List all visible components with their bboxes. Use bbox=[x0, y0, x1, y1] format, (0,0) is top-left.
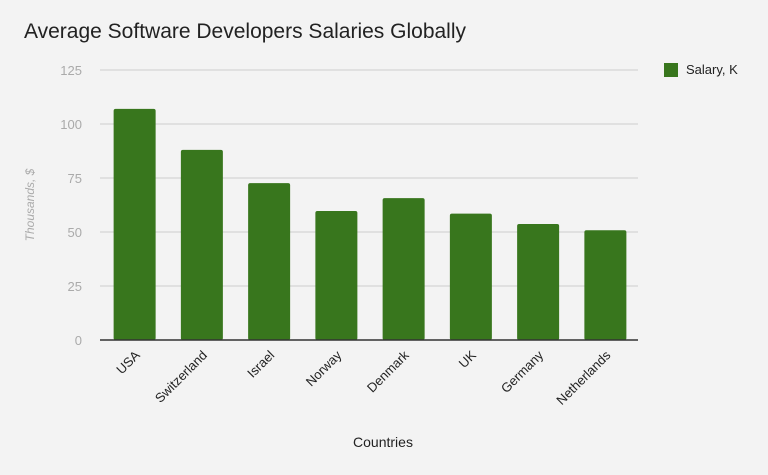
x-axis-label: Countries bbox=[353, 434, 413, 450]
x-tick-label: Netherlands bbox=[553, 347, 614, 408]
legend-label: Salary, K bbox=[686, 62, 738, 77]
x-tick-label: USA bbox=[113, 347, 143, 377]
bar bbox=[584, 230, 627, 340]
bar bbox=[180, 149, 223, 340]
bar bbox=[449, 213, 492, 340]
y-tick-label: 125 bbox=[60, 63, 82, 78]
x-tick-label: Israel bbox=[244, 347, 277, 380]
bar bbox=[248, 183, 291, 340]
y-tick-label: 75 bbox=[68, 171, 82, 186]
x-tick-label: Switzerland bbox=[152, 348, 210, 406]
y-tick-label: 0 bbox=[75, 333, 82, 348]
legend: Salary, K bbox=[664, 62, 738, 77]
y-tick-label: 50 bbox=[68, 225, 82, 240]
chart-title: Average Software Developers Salaries Glo… bbox=[24, 20, 467, 43]
y-tick-label: 25 bbox=[68, 279, 82, 294]
x-tick-label: UK bbox=[456, 347, 480, 371]
y-axis-label: Thousands, $ bbox=[23, 168, 37, 241]
bar bbox=[382, 198, 425, 340]
x-tick-label: Norway bbox=[303, 347, 345, 389]
legend-swatch bbox=[664, 62, 678, 77]
bar bbox=[517, 224, 560, 340]
x-tick-label: Germany bbox=[498, 347, 547, 396]
bar bbox=[113, 108, 156, 340]
x-tick-label: Denmark bbox=[364, 347, 412, 395]
bar bbox=[315, 211, 358, 340]
y-tick-label: 100 bbox=[60, 117, 82, 132]
